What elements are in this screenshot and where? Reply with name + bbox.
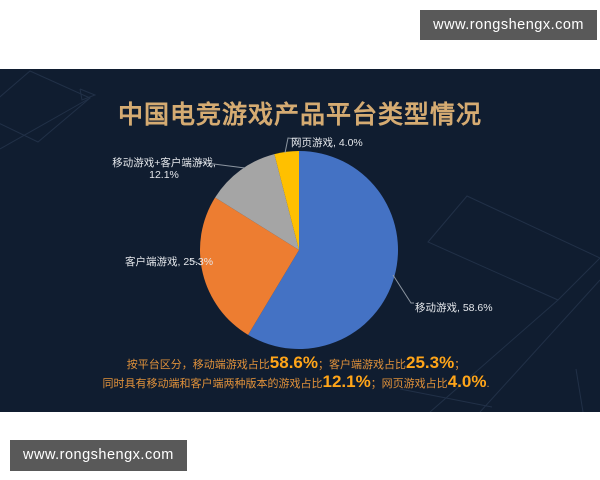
summary-segment: ； — [454, 359, 466, 371]
summary-pct-both: 12.1% — [322, 372, 371, 391]
pie-slice-移动游戏+客户端游戏 — [215, 154, 299, 250]
summary-pct-mobile: 58.6% — [269, 353, 318, 372]
pie-label-mobile-plus-client-line1: 移动游戏+客户端游戏, — [112, 157, 216, 169]
pie-slice-移动游戏 — [248, 151, 398, 349]
summary-text: 按平台区分，移动端游戏占比58.6%；客户端游戏占比25.3%； 同时具有移动端… — [0, 353, 592, 391]
pie-label-webgame: 网页游戏, 4.0% — [291, 137, 363, 149]
pie-label-mobile: 移动游戏, 58.6% — [415, 302, 493, 314]
pie-label-mobile-plus-client: 移动游戏+客户端游戏, 12.1% — [103, 157, 225, 181]
pie-slice-客户端游戏 — [200, 197, 299, 335]
summary-pct-client: 25.3% — [406, 353, 455, 372]
summary-line-2: 同时具有移动端和客户端两种版本的游戏占比12.1%；网页游戏占比4.0%. — [0, 372, 592, 391]
pie-label-client: 客户端游戏, 25.3% — [125, 256, 214, 268]
summary-segment: 同时具有移动端和客户端两种版本的游戏占比 — [102, 378, 323, 390]
summary-segment: ；网页游戏占比 — [370, 378, 448, 390]
summary-segment: ；客户端游戏占比 — [318, 359, 406, 371]
summary-line-1: 按平台区分，移动端游戏占比58.6%；客户端游戏占比25.3%； — [0, 353, 592, 372]
watermark-bottom-left: www.rongshengx.com — [10, 440, 187, 471]
watermark-top-right: www.rongshengx.com — [420, 10, 597, 40]
summary-segment: . — [486, 378, 490, 390]
pie-slice-网页游戏 — [274, 151, 299, 250]
summary-segment: 按平台区分，移动端游戏占比 — [126, 359, 270, 371]
summary-pct-webgame: 4.0% — [447, 372, 487, 391]
infographic-slide: 中国电竞游戏产品平台类型情况 网页游戏, 4.0% 移动游戏+客户端游戏, 12… — [0, 69, 600, 412]
pie-chart — [200, 151, 398, 349]
chart-title: 中国电竞游戏产品平台类型情况 — [117, 101, 482, 129]
pie-label-mobile-plus-client-line2: 12.1% — [149, 169, 179, 181]
